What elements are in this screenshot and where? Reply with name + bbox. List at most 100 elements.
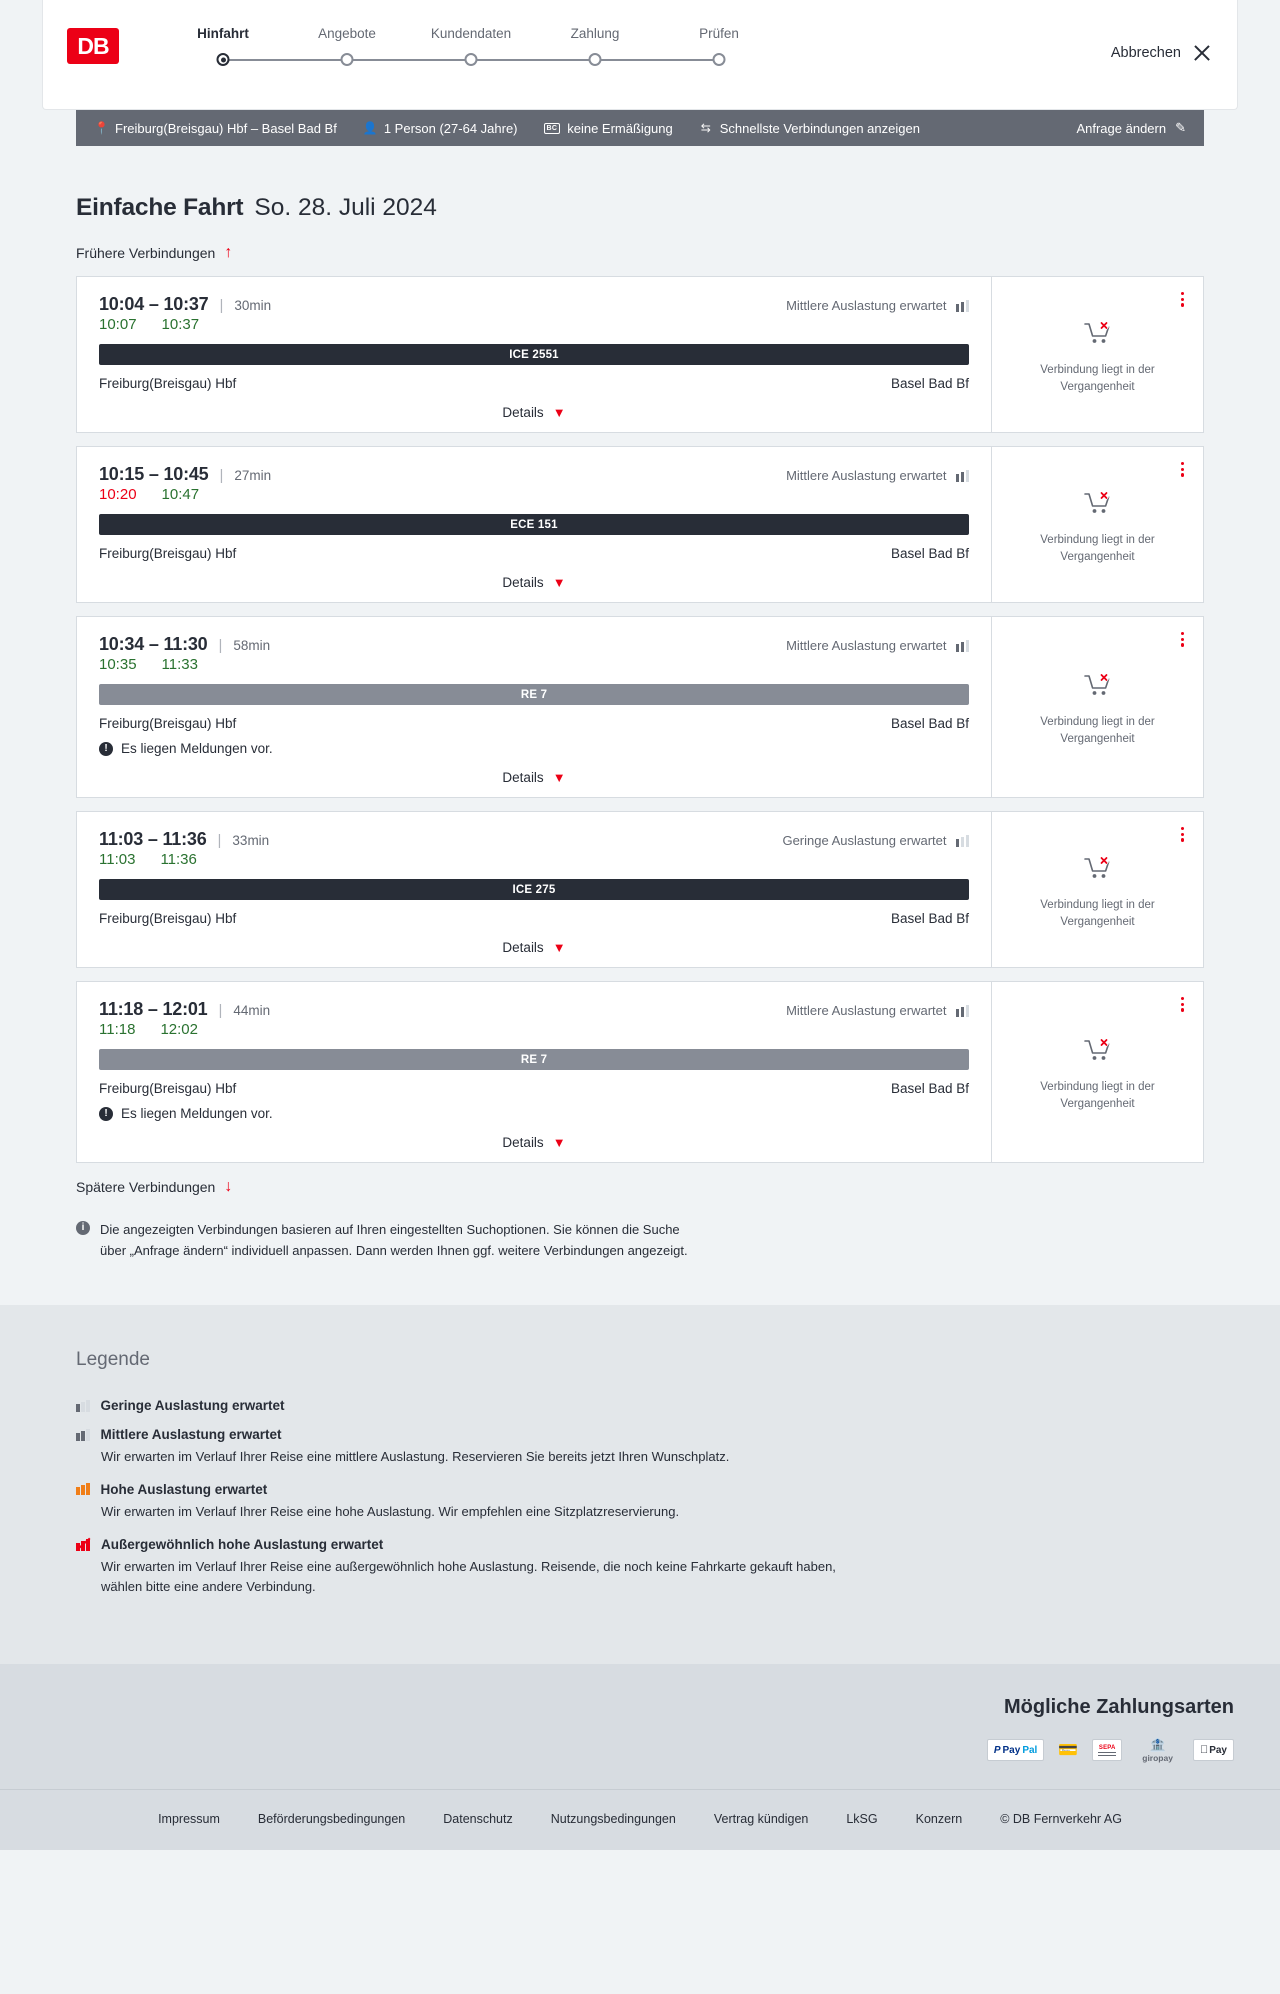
step-dot-icon [216, 53, 230, 66]
details-toggle[interactable]: Details ▼ [99, 926, 969, 967]
connection-offer-panel: Verbindung liegt in der Vergangenheit [991, 812, 1203, 967]
connection-card[interactable]: 10:15 – 10:45 | 27min Mittlere Auslastung e… [76, 446, 1204, 603]
legend-label: Außergewöhnlich hohe Auslastung erwartet [101, 1536, 384, 1552]
train-badge[interactable]: RE 7 [99, 684, 969, 705]
connection-offer-panel: Verbindung liegt in der Vergangenheit [991, 277, 1203, 432]
details-toggle[interactable]: Details ▼ [99, 391, 969, 432]
connection-offer-panel: Verbindung liegt in der Vergangenheit [991, 617, 1203, 797]
cancel-button[interactable]: Abbrechen [1111, 44, 1211, 61]
occupancy-indicator: Mittlere Auslastung erwartet [786, 468, 969, 483]
more-options-button[interactable] [1178, 629, 1187, 650]
later-connections-label: Spätere Verbindungen [76, 1179, 216, 1195]
occupancy-bars-icon [76, 1483, 90, 1496]
criteria-discount[interactable]: BC keine Ermäßigung [543, 121, 673, 136]
chevron-down-icon: ▼ [552, 940, 566, 955]
more-options-button[interactable] [1178, 459, 1187, 480]
criteria-sorting[interactable]: ⇆ Schnellste Verbindungen anzeigen [699, 121, 920, 136]
connection-message: ! Es liegen Meldungen vor. [99, 1106, 969, 1121]
footer-link[interactable]: Nutzungsbedingungen [550, 1812, 676, 1827]
more-options-button[interactable] [1178, 994, 1187, 1015]
chevron-down-icon: ▼ [552, 770, 566, 785]
destination-station: Basel Bad Bf [890, 376, 969, 391]
connection-card[interactable]: 10:04 – 10:37 | 30min Mittlere Auslastung e… [76, 276, 1204, 433]
train-badge[interactable]: RE 7 [99, 1049, 969, 1070]
train-badge[interactable]: ICE 275 [99, 879, 969, 900]
step-label: Kundendaten [430, 26, 512, 41]
footer-link[interactable]: LkSG [846, 1812, 878, 1827]
time-separator: | [219, 467, 224, 484]
cart-unavailable-icon-wrap [1083, 1037, 1113, 1068]
occupancy-indicator: Geringe Auslastung erwartet [782, 833, 969, 848]
details-toggle[interactable]: Details ▼ [99, 756, 969, 797]
connection-main: 10:15 – 10:45 | 27min Mittlere Auslastung e… [77, 447, 991, 602]
legend-item: Hohe Auslastung erwartet Wir erwarten im … [76, 1482, 1204, 1523]
details-label: Details [502, 770, 544, 785]
actual-arrival: 12:02 [160, 1021, 198, 1038]
legend-item: Geringe Auslastung erwartet [76, 1398, 1204, 1413]
results-content: Einfache Fahrt So. 28. Juli 2024 Frühere… [76, 146, 1204, 1261]
connection-message: ! Es liegen Meldungen vor. [99, 741, 969, 756]
step-zahlung[interactable]: Zahlung [533, 26, 719, 67]
more-options-button[interactable] [1178, 824, 1187, 845]
cart-unavailable-icon [1083, 855, 1109, 878]
page-title-type: Einfache Fahrt [76, 194, 244, 221]
connection-message-text: Es liegen Meldungen vor. [121, 741, 273, 756]
details-toggle[interactable]: Details ▼ [99, 1121, 969, 1162]
step-dot-icon [712, 53, 726, 66]
applepay-icon: Pay [1192, 1739, 1234, 1762]
cart-unavailable-icon-wrap [1083, 855, 1113, 886]
time-separator: | [219, 297, 224, 314]
more-options-button[interactable] [1178, 289, 1187, 310]
cart-unavailable-icon-wrap [1083, 490, 1113, 521]
train-badge[interactable]: ECE 151 [99, 514, 969, 535]
connection-times: 11:18 – 12:01 | 44min Mittlere Auslastung e… [99, 999, 969, 1020]
train-badge[interactable]: ICE 2551 [99, 344, 969, 365]
actual-times: 10:35 11:33 [99, 656, 969, 673]
legend-description: Wir erwarten im Verlauf Ihrer Reise eine… [101, 1503, 680, 1519]
criteria-route[interactable]: 📍 Freiburg(Breisgau) Hbf – Basel Bad Bf [94, 121, 337, 136]
step-kundendaten[interactable]: Kundendaten [409, 26, 595, 67]
search-info-note: i Die angezeigten Verbindungen basieren … [76, 1219, 696, 1261]
occupancy-label: Mittlere Auslastung erwartet [786, 638, 947, 653]
footer-link[interactable]: Impressum [158, 1812, 220, 1827]
occupancy-bars-icon [955, 639, 969, 652]
footer-link[interactable]: Konzern [915, 1812, 963, 1827]
arrow-down-icon: ↓ [224, 1178, 233, 1195]
step-angebote[interactable]: Angebote [285, 26, 471, 67]
duration: 58min [233, 638, 271, 653]
planned-time: 11:03 – 11:36 [99, 829, 207, 849]
criteria-passengers[interactable]: 👤 1 Person (27-64 Jahre) [363, 121, 518, 136]
occupancy-label: Mittlere Auslastung erwartet [786, 1003, 947, 1018]
details-label: Details [502, 575, 544, 590]
connection-main: 10:04 – 10:37 | 30min Mittlere Auslastung e… [77, 277, 991, 432]
cart-unavailable-icon [1083, 320, 1109, 343]
modify-request-label: Anfrage ändern [1076, 120, 1167, 136]
checkout-stepper: Hinfahrt Angebote Kundendaten Zahlung Prüfen [161, 24, 781, 67]
modify-request-button[interactable]: Anfrage ändern ✎ [1076, 120, 1186, 136]
details-toggle[interactable]: Details ▼ [99, 561, 969, 602]
origin-station: Freiburg(Breisgau) Hbf [99, 546, 237, 561]
origin-station: Freiburg(Breisgau) Hbf [99, 716, 237, 731]
connection-card[interactable]: 11:03 – 11:36 | 33min Geringe Auslastung er… [76, 811, 1204, 968]
duration: 30min [234, 298, 272, 313]
connection-card[interactable]: 10:34 – 11:30 | 58min Mittlere Auslastung e… [76, 616, 1204, 798]
step-hinfahrt[interactable]: Hinfahrt [161, 26, 347, 67]
footer-link[interactable]: Vertrag kündigen [713, 1812, 809, 1827]
cart-unavailable-icon [1083, 672, 1109, 696]
footer-link[interactable]: Datenschutz [443, 1812, 513, 1827]
legend-section: Legende Geringe Auslastung erwartet Mittl… [0, 1305, 1280, 1665]
duration: 27min [234, 468, 272, 483]
page-title: Einfache Fahrt So. 28. Juli 2024 [76, 194, 1204, 222]
details-label: Details [502, 1135, 544, 1150]
sliders-icon: ⇆ [700, 121, 711, 135]
later-connections-button[interactable]: Spätere Verbindungen ↓ [76, 1178, 1204, 1196]
step-prüfen[interactable]: Prüfen [657, 26, 781, 67]
earlier-connections-button[interactable]: Frühere Verbindungen ↑ [76, 245, 1204, 262]
connection-card[interactable]: 11:18 – 12:01 | 44min Mittlere Auslastung e… [76, 981, 1204, 1163]
footer-link[interactable]: Beförderungsbedingungen [257, 1812, 406, 1827]
legend-item: Mittlere Auslastung erwartet Wir erwarten… [76, 1427, 1204, 1468]
close-icon [1194, 44, 1211, 61]
cancel-button-label: Abbrechen [1110, 44, 1181, 61]
occupancy-label: Mittlere Auslastung erwartet [786, 468, 947, 483]
origin-station: Freiburg(Breisgau) Hbf [99, 376, 237, 391]
